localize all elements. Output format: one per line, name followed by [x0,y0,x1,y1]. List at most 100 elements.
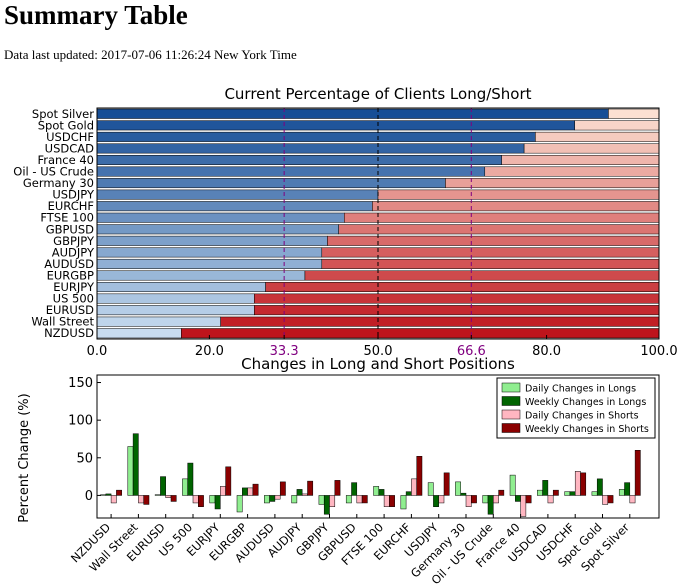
short-bar [608,108,660,119]
chart1-x-ticks: 0.0 20.0 33.3 50.0 66.6 80.0 100.0 [87,335,678,359]
legend-label: Weekly Changes in Shorts [525,424,649,435]
category-label: Oil - US Crude [13,165,94,179]
change-bar [220,486,226,496]
category-label: EURCHF [48,199,94,213]
change-bar [487,495,494,515]
x-tick-label: 33.3 [270,344,299,359]
change-bar [438,495,445,504]
change-bar [307,480,314,496]
category-label: FTSE 100 [40,211,94,225]
chart2-bars [100,433,641,517]
short-bar [254,293,660,304]
short-bar [377,189,660,200]
change-bar [252,483,259,496]
long-bar [96,316,221,327]
change-bar [225,466,232,496]
change-bar [389,495,395,507]
y-tick-label: 150 [68,376,93,391]
change-bar [274,495,281,500]
change-bar [301,493,308,496]
long-bar [96,212,345,223]
change-bar [427,482,434,496]
short-bar [574,120,660,131]
category-label: USDJPY [52,188,95,202]
long-bar [96,282,266,293]
legend-label: Weekly Changes in Longs [525,397,646,408]
long-bar [96,258,323,269]
change-bar [405,491,412,496]
change-bar [279,481,286,496]
change-bar [296,489,303,496]
change-bar [264,495,270,504]
change-bar [378,489,385,496]
page-title: Summary Table [4,0,188,30]
change-bar [361,495,368,504]
short-bar [220,316,660,327]
change-bar [187,462,194,496]
change-bar [634,450,641,496]
change-bar [455,481,461,496]
category-label: Spot Silver [32,107,94,121]
category-label: EURGBP [47,268,94,282]
change-bar [242,487,248,496]
change-bar [132,433,139,496]
change-bar [569,491,576,496]
change-bar [443,472,450,496]
long-bar [96,201,373,212]
change-bar [574,471,581,496]
change-bar [552,489,559,496]
change-bar [127,446,134,496]
change-bar [493,495,499,504]
change-bar [165,495,172,498]
change-bar [607,495,614,504]
change-bar [629,495,636,504]
short-bar [501,154,660,165]
category-label: GBPJPY [53,234,95,248]
change-bar [465,495,472,507]
category-label: Germany 30 [23,176,94,190]
change-bar [460,492,467,496]
change-bar [291,495,298,504]
legend-label: Daily Changes in Longs [525,384,636,395]
change-bar [591,491,598,496]
y-tick-label: 50 [76,451,93,466]
category-label: EURJPY [53,280,95,294]
chart2-frame [96,374,660,519]
change-bar [356,495,363,504]
short-bar [445,178,660,189]
long-bar [96,305,255,316]
chart2-y-ticks: 0 50 100 150 [68,376,101,504]
category-label: US 500 [53,292,94,306]
change-bar [105,493,112,496]
change-bar [269,495,276,502]
x-tick-label: 20.0 [195,344,224,359]
change-bar [318,495,325,505]
chart2-title: Changes in Long and Short Positions [241,355,515,373]
category-label: AUDUSD [44,257,94,271]
x-tick-label: 0.0 [87,344,108,359]
chart2-y-axis-label: Percent Change (%) [17,393,32,522]
x-tick-label: 50.0 [364,344,393,359]
short-bar [181,328,660,339]
change-bar [373,486,380,496]
legend-swatch [501,396,521,406]
short-bar [321,258,660,269]
short-bar [523,143,660,154]
long-bar [96,293,255,304]
change-bar [618,489,625,496]
change-bar [214,495,221,510]
last-updated-label: Data last updated: [4,47,98,62]
long-bar [96,224,339,235]
last-updated-value: 2017-07-06 11:26:24 New York Time [101,47,297,62]
category-label: EURUSD [46,303,94,317]
chart1-frame [96,107,660,340]
change-bar [116,489,122,496]
legend-swatch [501,423,521,433]
change-bar [100,494,107,496]
y-tick-label: 0 [85,489,93,504]
change-bar [624,482,631,496]
short-bar [484,166,660,177]
change-bar [143,495,150,505]
change-bar [564,491,571,496]
